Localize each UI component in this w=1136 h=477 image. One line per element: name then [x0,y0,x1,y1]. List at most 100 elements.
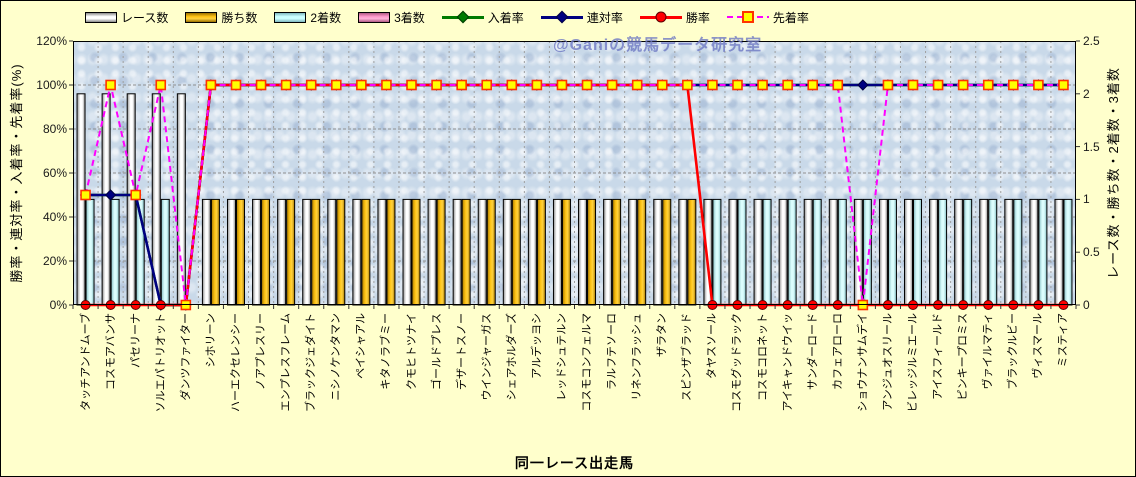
bar-races [477,198,487,306]
x-category-label: シホリーン [204,313,217,368]
bar-races [678,198,688,306]
legend-item-thirds: 3着数 [358,9,425,26]
bar-seconds [1038,198,1048,306]
bar-wins [637,198,647,306]
first-rate-marker [581,79,593,91]
quinella-rate-marker [104,189,117,201]
x-category-label: デザートスノー [455,313,468,390]
x-category-label: ゴールドプレス [430,313,443,390]
legend-item-wins: 勝ち数 [185,9,257,26]
first-rate-marker [882,79,894,91]
first-rate-marker [782,79,793,91]
win-rate-line-icon [639,15,682,19]
y-left-tick-label: 60% [42,166,67,180]
chart-canvas [69,40,1080,311]
bar-races [452,198,462,306]
first-rate-marker [80,189,91,201]
first-rate-marker [105,79,116,91]
bar-wins [511,198,521,306]
legend-item-races: レース数 [85,9,168,26]
bar-wins [411,198,421,306]
x-category-label: ウインジャーガス [480,313,493,401]
x-category-label: コスモグッドラック [731,313,744,412]
first-rate-marker [406,79,417,91]
first-rate-marker [757,79,768,91]
x-category-label: コスモコンフェルマ [581,313,594,412]
bar-races [954,198,964,306]
bar-wins [261,198,271,306]
x-category-label: ヴィスマール [1032,313,1045,379]
bar-wins [235,198,245,306]
x-category-label: リネンフラッシュ [631,313,644,401]
bar-seconds [963,198,973,306]
bar-races [878,198,888,306]
bar-wins [612,198,622,306]
first-rate-marker [1033,79,1044,91]
first-rate-marker [606,79,618,91]
first-rate-marker [481,79,493,91]
bar-races [502,198,512,306]
first-rate-marker [280,79,292,91]
legend-label: 3着数 [394,10,425,25]
first-rate-marker [431,79,442,91]
bar-races [552,198,562,306]
thirds-bar-icon [358,11,391,23]
bar-wins [687,198,697,306]
x-category-label: ソルエパトリオット [154,313,167,413]
first-rate-marker [807,79,819,91]
bar-seconds [913,198,923,306]
bar-seconds [938,198,948,306]
first-rate-marker [205,79,217,91]
plot-border [73,41,1076,305]
bar-wins [386,198,396,306]
bar-races [628,198,638,306]
x-category-label: ヴァイルマティ [982,313,995,390]
first-rate-marker [832,79,844,91]
bar-races [176,93,186,306]
seconds-bar-icon [274,11,307,23]
bar-wins [587,198,597,306]
first-rate-marker [682,79,693,91]
first-rate-marker [656,79,668,91]
bar-seconds [737,198,747,306]
bar-seconds [887,198,897,306]
y-left-tick-label: 20% [42,254,67,268]
bar-seconds [787,198,797,306]
x-category-label: コスモアバンサ [104,313,117,391]
legend-label: 勝率 [685,10,710,25]
bar-wins [561,198,571,306]
x-category-label: サンダーロード [806,313,819,390]
bar-seconds [1013,198,1023,306]
bar-seconds [837,198,847,306]
x-category-label: ビレッジルミエール [907,313,919,412]
first-rate-marker [732,79,743,91]
quinella-rate-marker [857,79,869,91]
bar-races [101,93,111,306]
bar-races [728,198,738,306]
right-axis-title: レース数・勝ち数・2着数・3着数 [1106,67,1121,279]
legend-item-quinella-rate: 連対率 [540,9,623,26]
x-category-label: ザラタン [656,313,669,357]
bar-races [929,198,939,306]
bar-races [979,198,989,306]
legend-label: レース数 [121,10,169,25]
y-left-tick-label: 40% [42,210,67,224]
bar-races [402,198,412,306]
x-category-label: ダンツファイター [179,313,192,401]
legend-item-win-rate: 勝率 [639,9,710,26]
bar-wins [311,198,321,306]
bar-wins [286,198,296,306]
x-category-label: アルデッヨシ [530,313,543,379]
x-category-label: ハーエクセレンシー [229,313,242,412]
x-axis-title: 同一レース出走馬 [514,455,635,471]
x-category-label: ショウナンサムデイ [856,313,869,412]
bar-races [352,198,362,306]
x-category-label: アンジュオスリール [881,313,894,411]
first-rate-marker [305,79,317,91]
bar-races [1054,198,1064,306]
legend-label: 2着数 [310,10,342,25]
quinella-rate-line-icon [540,15,583,19]
first-rate-line [84,84,1064,306]
first-rate-marker [957,79,969,91]
legend-label: 連対率 [586,10,623,25]
